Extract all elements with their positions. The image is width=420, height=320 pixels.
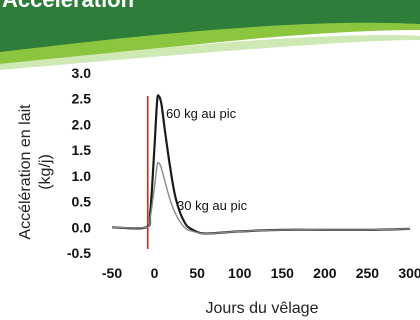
- y-tick-label: 1.5: [72, 142, 92, 158]
- x-tick-label: 100: [228, 265, 252, 281]
- x-tick-label: 250: [356, 265, 380, 281]
- y-axis-title-line1: Accélération en lait: [17, 104, 34, 240]
- y-tick-label: 1.0: [72, 168, 92, 184]
- series-label-60kg: 60 kg au pic: [166, 106, 237, 121]
- y-tick-label: 0.0: [72, 219, 92, 235]
- x-tick-label: 150: [271, 265, 295, 281]
- header-title: Accélération: [2, 0, 134, 13]
- x-tick-label: 50: [189, 265, 205, 281]
- y-tick-label: 2.5: [72, 91, 92, 107]
- series-layer: [111, 94, 411, 235]
- header-banner: [0, 0, 420, 72]
- series-line-30kg: [111, 161, 411, 235]
- y-tick-label: 3.0: [72, 65, 92, 81]
- banner-light-wave: [0, 22, 420, 64]
- x-tick-label: 300: [398, 265, 420, 281]
- x-tick-label: -50: [102, 265, 122, 281]
- y-axis-title-line2: (kg/j): [37, 154, 54, 190]
- x-axis-title: Jours du vêlage: [206, 300, 319, 317]
- y-tick-label: 2.0: [72, 116, 92, 132]
- y-axis-ticks: 3.0 2.5 2.0 1.5 1.0 0.5 0.0 -0.5: [67, 65, 91, 261]
- y-tick-label: -0.5: [67, 245, 91, 261]
- y-axis-title: Accélération en lait (kg/j): [17, 104, 54, 240]
- y-tick-label: 0.5: [72, 194, 92, 210]
- series-label-30kg: 30 kg au pic: [177, 198, 248, 213]
- x-axis-ticks: -50 0 50 100 150 200 250 300: [102, 265, 420, 281]
- x-tick-label: 200: [313, 265, 337, 281]
- banner-pale-wave: [0, 35, 420, 70]
- x-tick-label: 0: [151, 265, 159, 281]
